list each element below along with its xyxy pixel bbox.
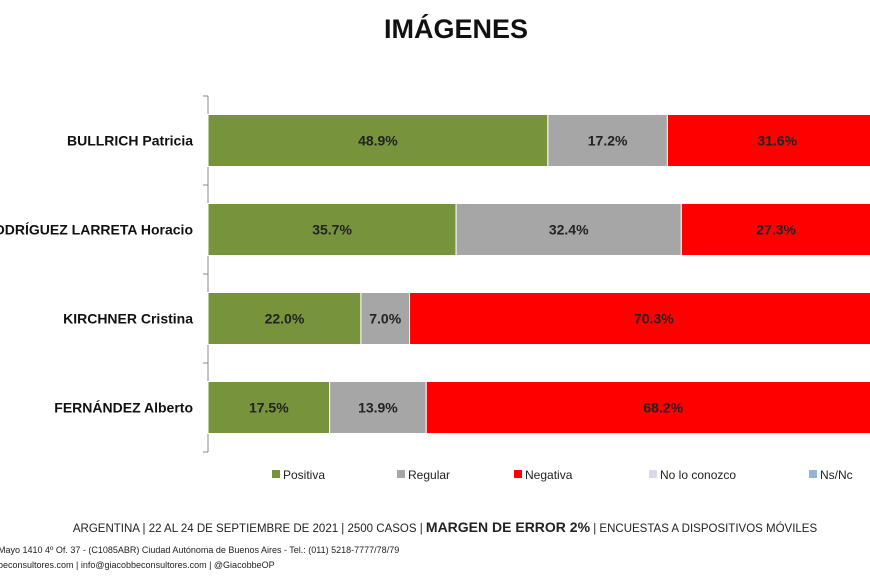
bar-segment [360,292,411,345]
data-label: 17.2% [588,133,628,149]
data-label: 31.6% [757,133,797,149]
margin-of-error: MARGEN DE ERROR 2% [425,519,591,535]
data-label: 68.2% [643,400,683,416]
legend-swatch [272,470,280,478]
data-label: 70.3% [634,311,674,327]
data-label: 17.5% [249,400,289,416]
category-label: BULLRICH Patricia [67,133,193,149]
data-label: 27.3% [756,222,796,238]
legend-label: Negativa [525,468,573,482]
legend-swatch [514,470,522,478]
footer-text: | ENCUESTAS A DISPOSITIVOS MÓVILES [590,523,818,535]
legend-swatch [397,470,405,478]
bar-segment [666,114,870,167]
category-label: RODRÍGUEZ LARRETA Horacio [0,222,193,238]
data-label: 35.7% [312,222,352,238]
bar-segment [329,381,427,434]
bar-segment [425,381,870,434]
footer-contact: beconsultores.com | info@giacobbeconsult… [0,560,275,570]
legend-label: Ns/Nc [820,468,853,482]
bar-segment [547,114,668,167]
legend-label: No lo conozco [660,468,736,482]
footer-address: Mayo 1410 4º Of. 37 - (C1085ABR) Ciudad … [0,545,400,555]
legend-swatch [649,470,657,478]
chart-title: IMÁGENES [383,14,529,44]
footer-survey-info: ARGENTINA | 22 AL 24 DE SEPTIEMBRE DE 20… [0,519,870,535]
legend-swatch [809,470,817,478]
data-label: 13.9% [358,400,398,416]
category-label: KIRCHNER Cristina [63,311,193,327]
data-label: 7.0% [369,311,401,327]
data-label: 22.0% [265,311,305,327]
legend-label: Regular [408,468,450,482]
data-label: 32.4% [549,222,589,238]
bar-segment [409,292,870,345]
legend-label: Positiva [283,468,325,482]
footer-text: ARGENTINA | 22 AL 24 DE SEPTIEMBRE DE 20… [72,523,426,535]
bar-segment [455,203,682,256]
bar-segment [680,203,870,256]
data-label: 48.9% [358,133,398,149]
bar-segment [207,203,457,256]
chart-plot: BULLRICH Patricia 48.9% 17.2% 31.6% RODRÍGUE… [0,95,870,482]
category-label: FERNÁNDEZ Alberto [54,400,193,416]
